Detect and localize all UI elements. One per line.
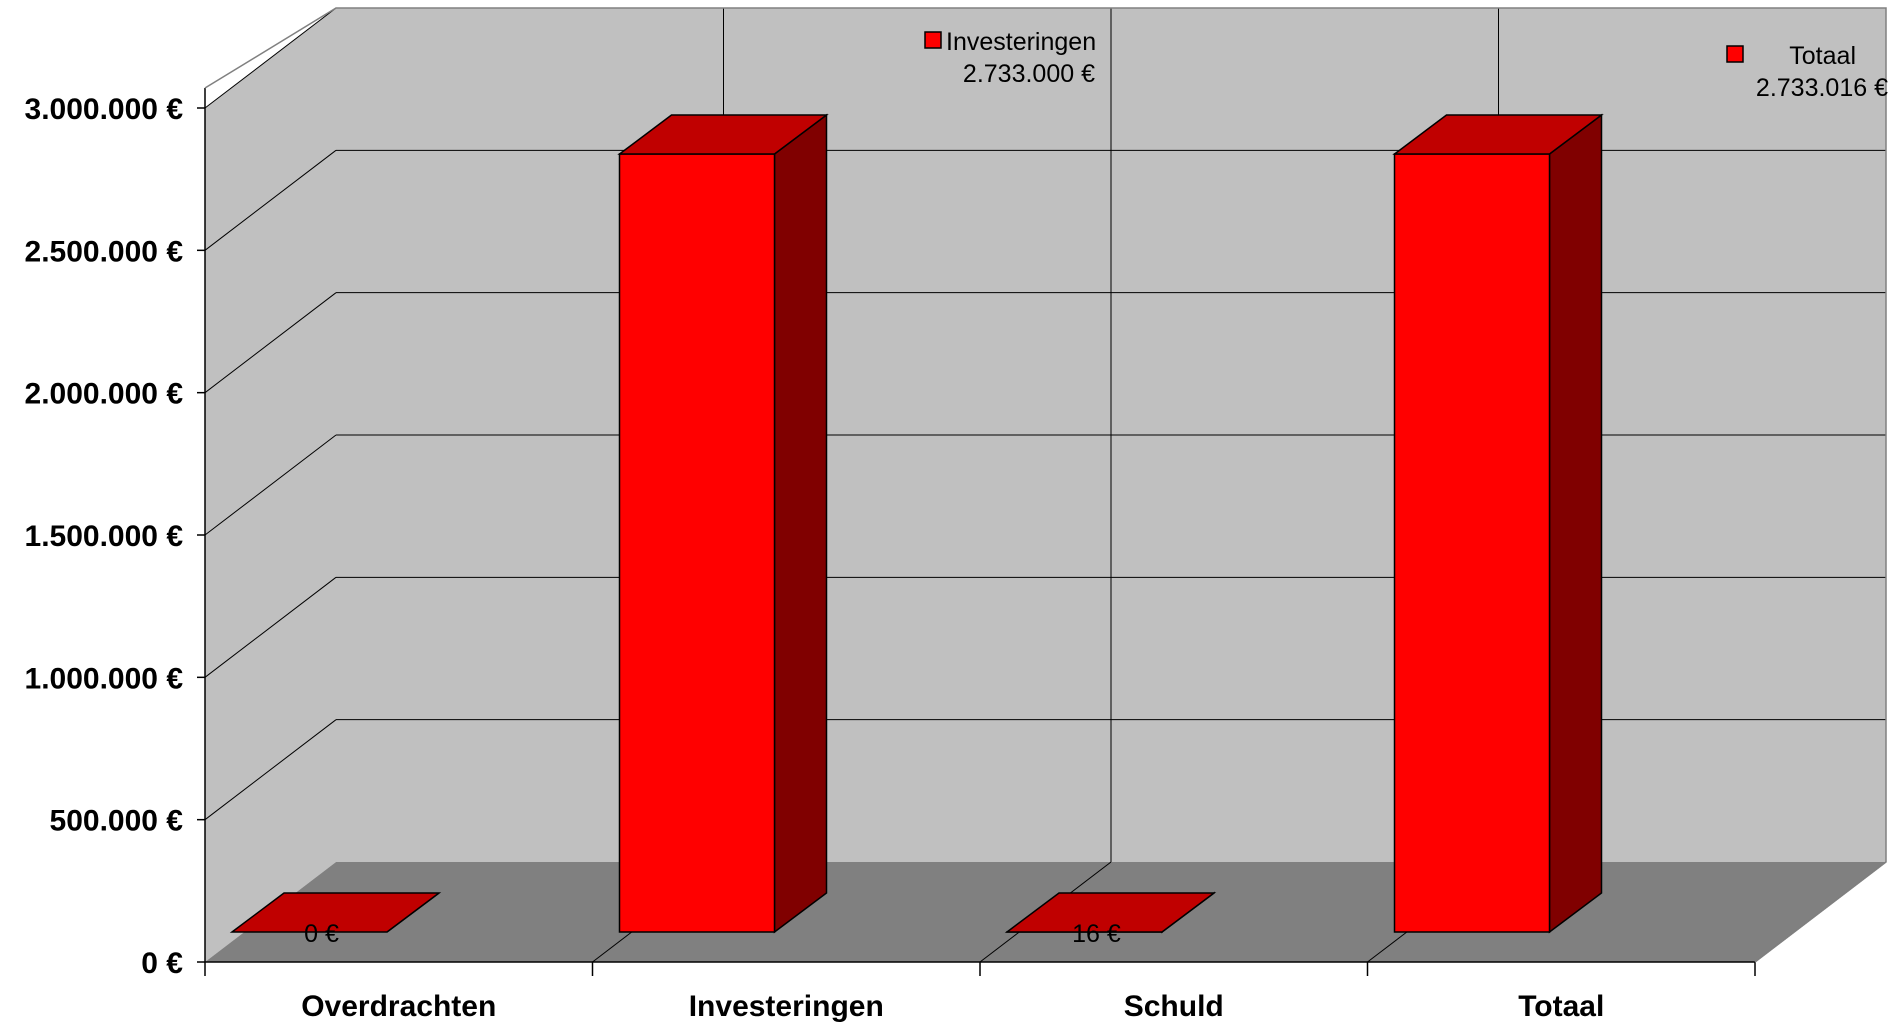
data-label-name: Totaal xyxy=(1789,42,1856,70)
data-label-legend-key xyxy=(924,31,942,49)
gridline-side xyxy=(204,719,337,821)
bar-investeringen xyxy=(617,113,829,934)
data-label-value: 16 € xyxy=(1072,920,1121,948)
y-tick-label: 0 € xyxy=(141,947,183,980)
y-tick-label: 3.000.000 € xyxy=(25,93,184,126)
data-label-name: Investeringen xyxy=(946,28,1096,56)
bars xyxy=(229,113,1604,934)
y-tick-label: 1.000.000 € xyxy=(25,662,184,695)
bar-top xyxy=(617,114,829,155)
data-label-value: 2.733.000 € xyxy=(963,60,1095,88)
bar-overdrachten xyxy=(229,892,442,933)
y-tick-label: 1.500.000 € xyxy=(25,520,184,553)
x-category-label: Totaal xyxy=(1518,990,1604,1023)
y-axis-tick-labels: 0 € 500.000 € 1.000.000 € 1.500.000 € 2.000.… xyxy=(25,93,184,980)
x-category-label: Overdrachten xyxy=(301,990,496,1023)
gridline-side xyxy=(204,149,337,251)
x-category-label: Investeringen xyxy=(689,990,884,1023)
x-axis-category-labels: Overdrachten Investeringen Schuld Totaal xyxy=(301,990,1604,1023)
data-label-value: 0 € xyxy=(304,920,339,948)
gridline-side xyxy=(204,292,337,394)
bar-side xyxy=(773,113,828,934)
gridline-side xyxy=(204,576,337,678)
bar-side xyxy=(1548,113,1603,934)
gridline-side xyxy=(204,434,337,536)
gridline-side xyxy=(204,7,337,109)
plot-frame xyxy=(197,7,1887,976)
bar-totaal xyxy=(1392,113,1604,934)
bar-front xyxy=(618,153,776,933)
box-outline xyxy=(204,7,1887,963)
bar-schuld xyxy=(1004,891,1217,934)
x-category-label: Schuld xyxy=(1124,990,1224,1023)
data-label-legend-key xyxy=(1726,45,1744,63)
y-tick-label: 2.000.000 € xyxy=(25,378,184,411)
axis-lines xyxy=(204,88,1755,963)
bar-top xyxy=(229,892,442,933)
data-label-value: 2.733.016 € xyxy=(1756,74,1888,102)
y-tick-label: 500.000 € xyxy=(50,805,184,838)
data-labels: 0 € Investeringen 2.733.000 € 16 € Totaal 2.7… xyxy=(304,28,1888,948)
bar-top xyxy=(1392,114,1604,155)
y-tick-label: 2.500.000 € xyxy=(25,235,184,268)
bar-front xyxy=(1393,153,1551,933)
bar-top xyxy=(1004,892,1217,933)
